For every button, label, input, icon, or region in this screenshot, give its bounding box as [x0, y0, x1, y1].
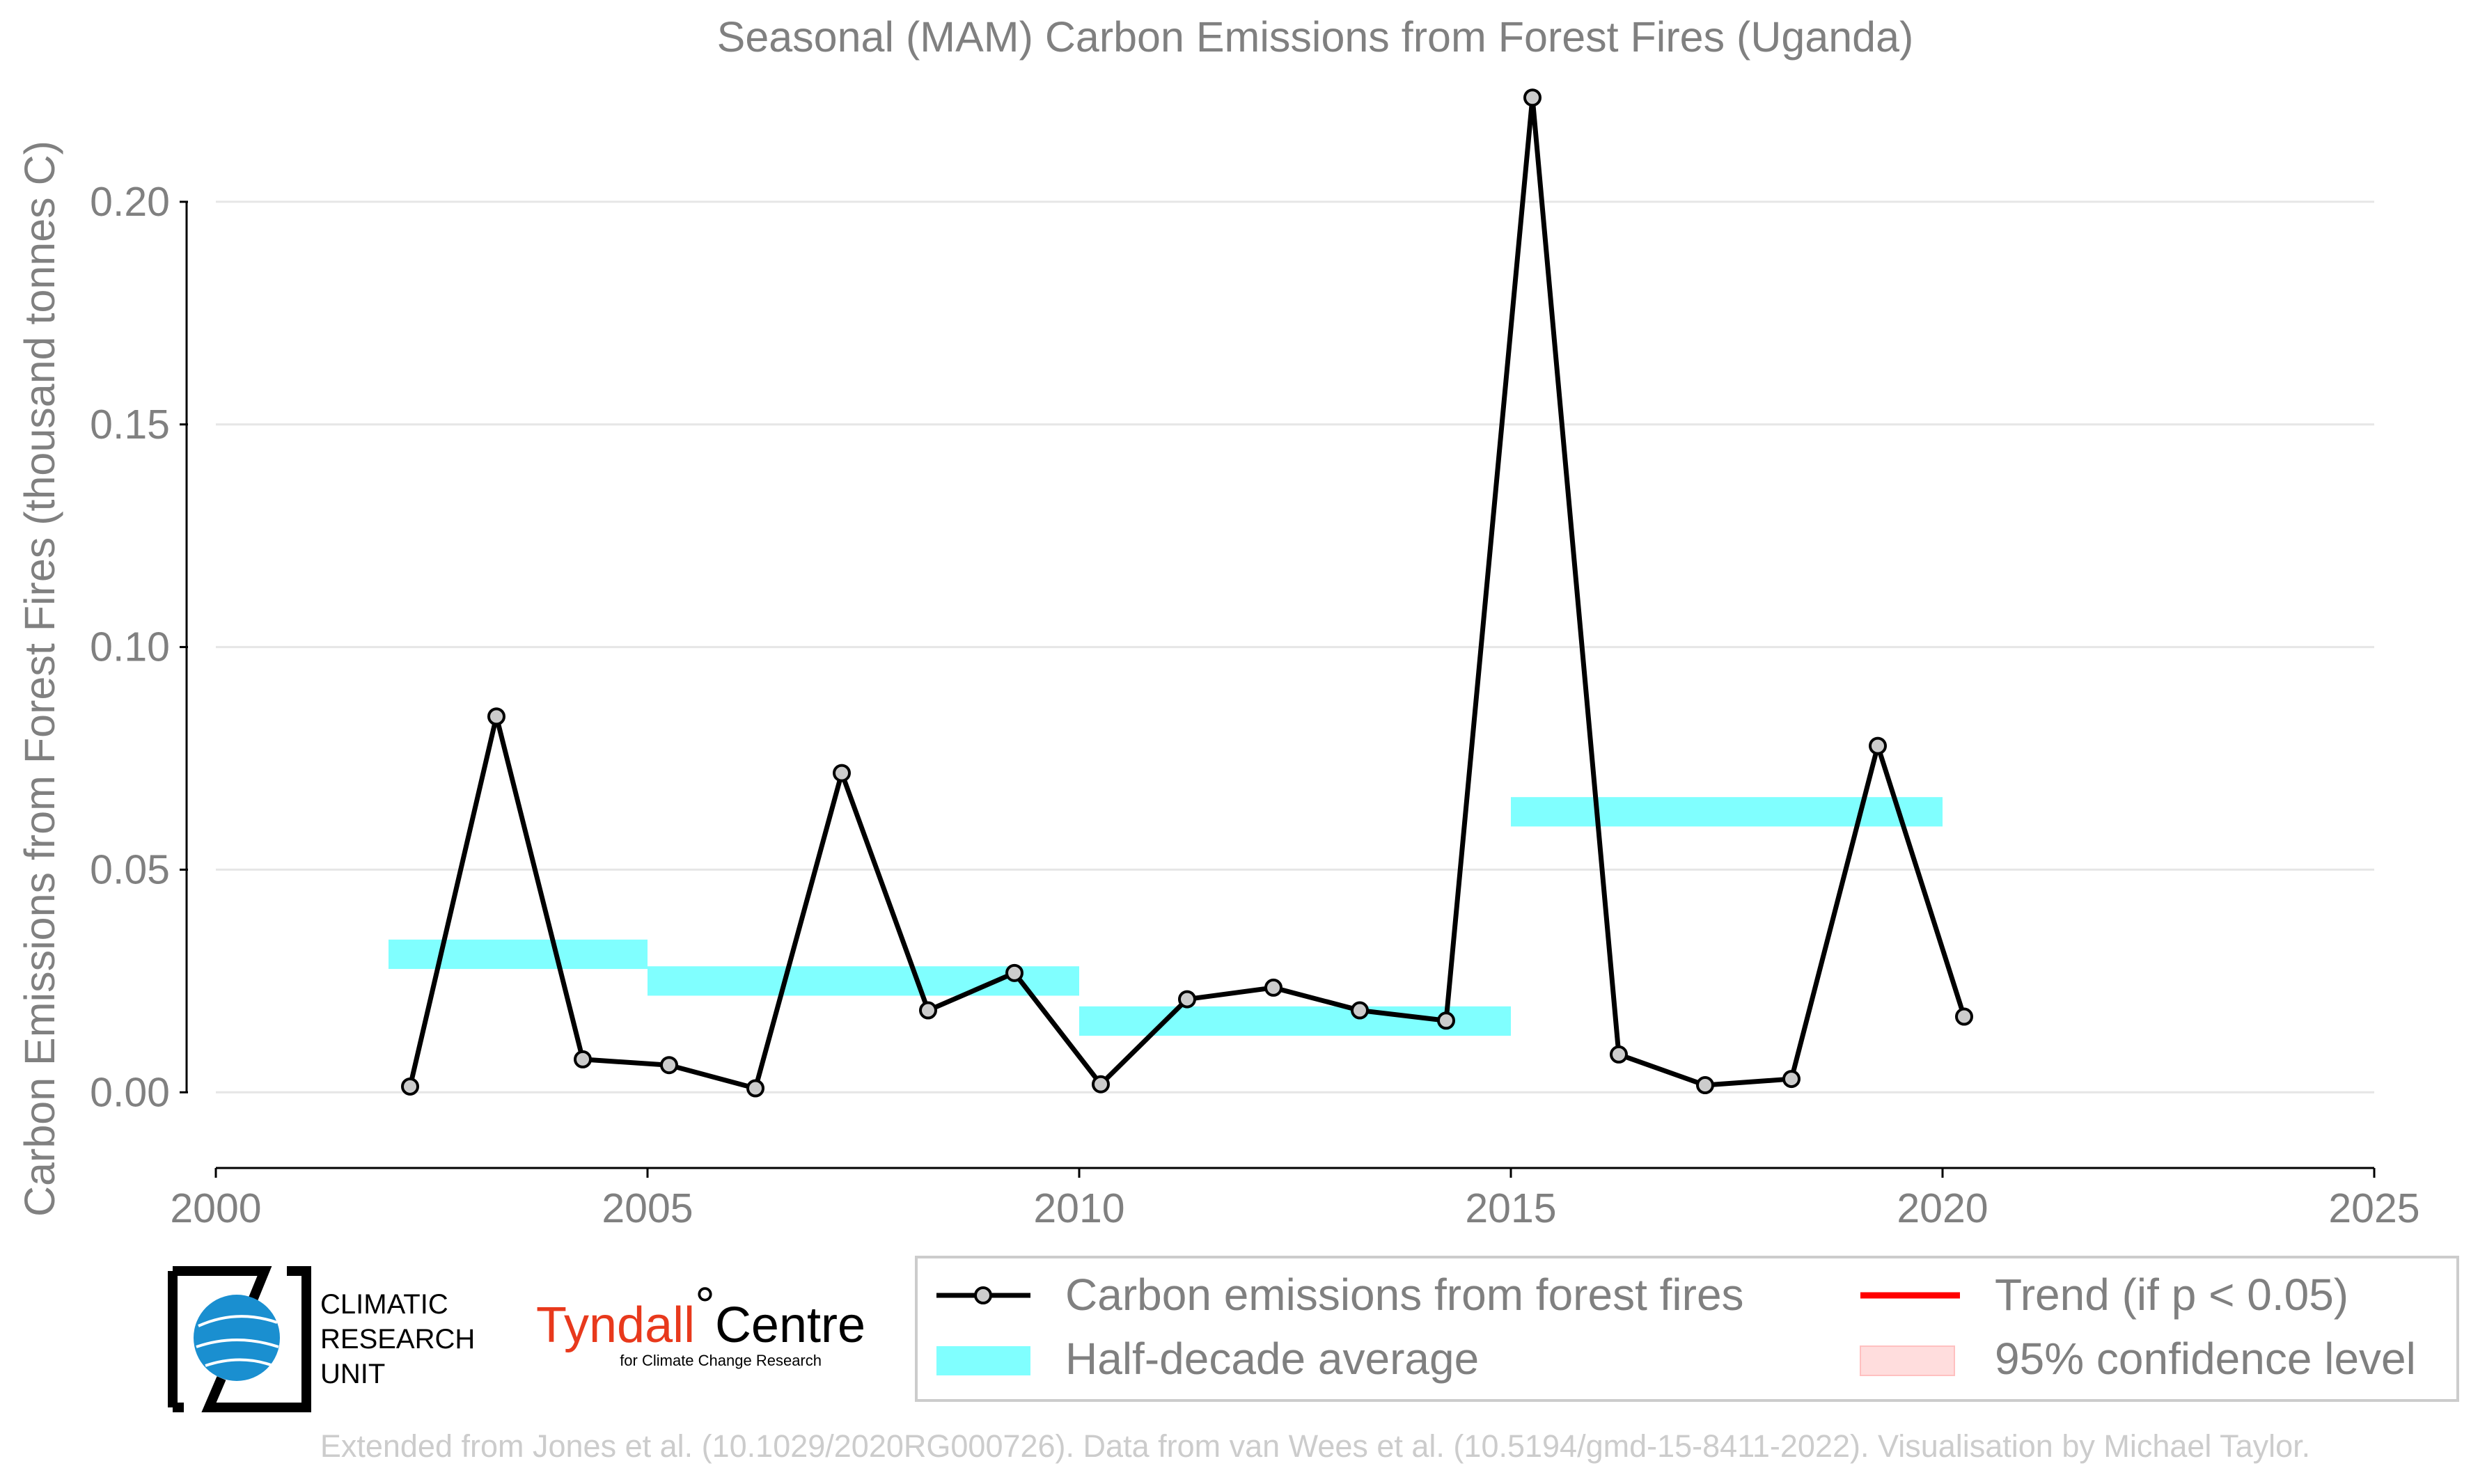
series-line — [401, 88, 1973, 1098]
credit-line: Extended from Jones et al. (10.1029/2020… — [320, 1428, 2310, 1464]
x-tick-label: 2000 — [170, 1185, 261, 1231]
data-point — [1178, 990, 1196, 1009]
y-tick-label: 0.10 — [90, 624, 170, 670]
data-point — [1523, 88, 1542, 107]
cru-line-3: UNIT — [320, 1359, 385, 1389]
x-tick-label: 2010 — [1033, 1185, 1124, 1231]
legend-series-marker — [974, 1286, 992, 1304]
x-tick-label: 2025 — [2328, 1185, 2419, 1231]
grid-lines — [216, 200, 2374, 1094]
data-point — [1955, 1007, 1973, 1026]
tyndall-subtitle: for Climate Change Research — [620, 1352, 822, 1369]
data-point — [833, 764, 851, 782]
tyndall-centre: Centre — [715, 1297, 865, 1353]
data-point — [746, 1079, 764, 1098]
tyndall-main: Tyndall — [536, 1297, 695, 1353]
data-point — [401, 1077, 419, 1096]
cru-line-2: RESEARCH — [320, 1324, 475, 1355]
legend: Carbon emissions from forest fires Trend… — [915, 1256, 2459, 1402]
tyndall-degree: ° — [695, 1278, 715, 1334]
half-decade-bar — [1511, 797, 1943, 827]
legend-ci-swatch — [1860, 1345, 1955, 1376]
svg-text:Tyndall°Centre: Tyndall°Centre — [536, 1278, 865, 1353]
cru-line-1: CLIMATIC — [320, 1289, 448, 1320]
legend-label-ci: 95% confidence level — [1995, 1334, 2416, 1384]
y-axis-label: Carbon Emissions from Forest Fires (thou… — [16, 141, 63, 1217]
data-point — [1696, 1076, 1714, 1095]
cru-logo: CLIMATIC RESEARCH UNIT — [168, 1266, 475, 1412]
x-tick-label: 2005 — [602, 1185, 693, 1231]
data-point — [1351, 1001, 1369, 1020]
half-decade-bands — [389, 797, 1943, 1036]
data-point — [1782, 1070, 1801, 1089]
data-point — [1869, 736, 1887, 755]
data-point — [1264, 978, 1282, 997]
axes — [180, 200, 2376, 1178]
legend-band-swatch — [936, 1346, 1030, 1375]
x-tick-label: 2015 — [1465, 1185, 1556, 1231]
data-point — [1610, 1045, 1628, 1064]
legend-label-trend: Trend (if p < 0.05) — [1995, 1270, 2348, 1320]
half-decade-bar — [389, 939, 648, 970]
data-point — [1005, 963, 1023, 982]
x-tick-label: 2020 — [1897, 1185, 1988, 1231]
tyndall-logo: Tyndall°Centre for Climate Change Resear… — [536, 1278, 865, 1369]
legend-box — [915, 1256, 2459, 1402]
globe-icon — [194, 1295, 280, 1381]
data-point — [660, 1056, 678, 1075]
data-point — [919, 1001, 937, 1020]
legend-label-band: Half-decade average — [1065, 1334, 1479, 1384]
chart-title: Seasonal (MAM) Carbon Emissions from For… — [717, 13, 1914, 61]
tick-labels: 0.00 0.05 0.10 0.15 0.20 2000 2005 2010 2015 2020… — [90, 179, 2419, 1231]
y-tick-label: 0.05 — [90, 846, 170, 892]
y-tick-label: 0.15 — [90, 402, 170, 448]
y-tick-label: 0.20 — [90, 179, 170, 225]
data-point — [574, 1050, 592, 1068]
data-point — [1092, 1075, 1110, 1094]
legend-label-series: Carbon emissions from forest fires — [1065, 1270, 1744, 1320]
data-point — [1437, 1011, 1455, 1030]
data-point — [487, 707, 505, 726]
y-tick-label: 0.00 — [90, 1069, 170, 1115]
